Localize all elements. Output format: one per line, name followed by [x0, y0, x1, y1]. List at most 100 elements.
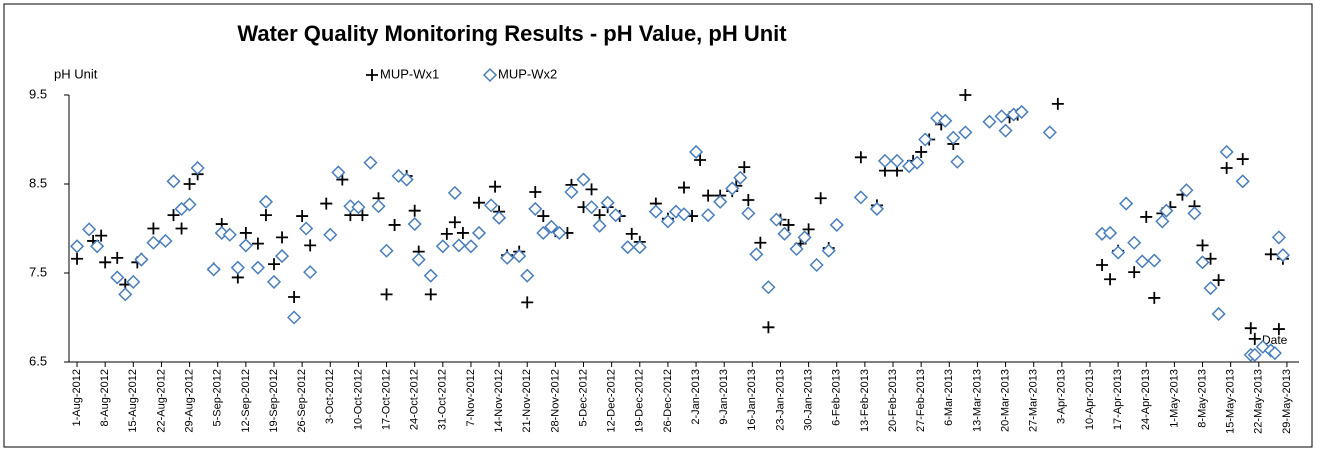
diamond-marker — [1179, 183, 1194, 198]
diamond-marker — [146, 235, 161, 250]
x-axis-label: Date — [1262, 333, 1288, 347]
plus-marker — [1272, 323, 1285, 336]
diamond-marker — [371, 199, 386, 214]
diamond-marker — [1103, 225, 1118, 241]
plus-marker — [489, 180, 502, 193]
diamond-marker — [1203, 281, 1218, 296]
x-tick-label: 13-Feb-2013 — [859, 369, 871, 432]
x-tick-label: 24-Oct-2012 — [409, 369, 421, 430]
x-tick-label: 26-Dec-2012 — [662, 369, 674, 433]
diamond-marker — [500, 250, 515, 265]
plus-marker — [1140, 210, 1153, 223]
diamond-marker — [564, 184, 579, 200]
plus-marker — [762, 321, 775, 334]
diamond-marker — [660, 214, 675, 229]
diamond-marker — [82, 222, 97, 237]
plus-marker — [1244, 322, 1257, 335]
diamond-marker — [777, 226, 792, 241]
diamond-marker — [1127, 235, 1142, 250]
diamond-marker — [1135, 254, 1150, 269]
plus-marker — [702, 189, 715, 202]
plus-marker — [814, 192, 827, 205]
x-tick-label: 19-Sep-2012 — [268, 369, 280, 433]
plus-marker — [854, 151, 867, 164]
diamond-marker — [584, 200, 599, 215]
diamond-marker — [600, 195, 615, 210]
x-tick-label: 27-Feb-2013 — [915, 369, 927, 432]
diamond-marker — [1155, 214, 1170, 229]
diamond-marker — [190, 160, 205, 176]
x-tick-label: 24-Apr-2013 — [1140, 369, 1152, 430]
diamond-marker — [110, 270, 125, 285]
diamond-marker — [1271, 230, 1286, 245]
diamond-marker — [769, 212, 784, 227]
x-tick-label: 28-Nov-2012 — [549, 369, 561, 433]
diamond-marker — [274, 249, 290, 264]
plus-marker — [304, 239, 317, 252]
plus-marker — [440, 227, 453, 240]
diamond-marker — [648, 204, 663, 219]
plus-marker — [1236, 153, 1249, 166]
y-tick-label: 8.5 — [29, 175, 47, 190]
plus-marker — [625, 227, 638, 240]
diamond-marker — [1275, 248, 1290, 263]
plus-marker — [356, 209, 369, 222]
plus-marker — [288, 291, 301, 304]
diamond-marker — [1159, 203, 1174, 218]
x-tick-label: 8-May-2013 — [1196, 369, 1208, 428]
plus-marker — [959, 89, 972, 101]
diamond-marker — [994, 109, 1009, 124]
diamond-marker — [166, 174, 181, 189]
x-tick-label: 7-Nov-2012 — [465, 369, 477, 426]
diamond-marker — [1219, 144, 1234, 160]
legend-label: MUP-Wx1 — [380, 66, 439, 81]
x-tick-label: 21-Nov-2012 — [521, 369, 533, 433]
x-tick-label: 8-Aug-2012 — [99, 369, 111, 427]
diamond-marker — [998, 123, 1013, 138]
diamond-marker — [950, 154, 965, 169]
x-tick-label: 9-Jan-2013 — [718, 369, 730, 425]
x-tick-label: 15-Aug-2012 — [127, 369, 139, 433]
plus-marker — [424, 288, 437, 301]
diamond-marker — [351, 200, 366, 215]
diamond-marker — [118, 287, 133, 302]
diamond-marker — [829, 217, 844, 233]
diamond-marker — [407, 216, 422, 232]
diamond-marker — [713, 194, 728, 209]
x-tick-label: 14-Nov-2012 — [493, 369, 505, 433]
diamond-marker — [1195, 255, 1210, 270]
diamond-marker — [608, 208, 623, 223]
legend-marker — [366, 69, 378, 81]
x-tick-label: 2-Jan-2013 — [690, 369, 702, 425]
x-tick-label: 13-Mar-2013 — [971, 369, 983, 432]
x-tick-label: 16-Jan-2013 — [746, 369, 758, 431]
diamond-marker — [399, 172, 414, 187]
plus-marker — [239, 226, 252, 239]
diamond-marker — [676, 207, 692, 222]
plus-marker — [473, 196, 485, 209]
diamond-marker — [853, 190, 868, 205]
x-tick-label: 1-Aug-2012 — [71, 369, 83, 427]
diamond-marker — [1042, 125, 1057, 140]
diamond-marker — [733, 170, 748, 185]
plus-marker — [1096, 258, 1109, 271]
plus-marker — [782, 218, 795, 231]
legend-marker — [482, 67, 498, 83]
diamond-marker — [1014, 104, 1029, 119]
x-tick-label: 6-Mar-2013 — [943, 369, 955, 426]
diamond-marker — [323, 227, 338, 242]
x-tick-label: 5-Dec-2012 — [577, 369, 589, 426]
diamond-marker — [761, 280, 776, 295]
diamond-marker — [552, 225, 567, 241]
diamond-marker — [869, 201, 885, 216]
diamond-marker — [134, 252, 149, 267]
x-tick-label: 30-Jan-2013 — [803, 369, 815, 431]
diamond-marker — [299, 221, 314, 236]
diamond-marker — [363, 155, 378, 170]
diamond-marker — [544, 219, 559, 234]
diamond-marker — [447, 185, 462, 200]
diamond-marker — [483, 198, 499, 213]
plus-marker — [1196, 239, 1209, 252]
plus-marker — [448, 216, 461, 229]
